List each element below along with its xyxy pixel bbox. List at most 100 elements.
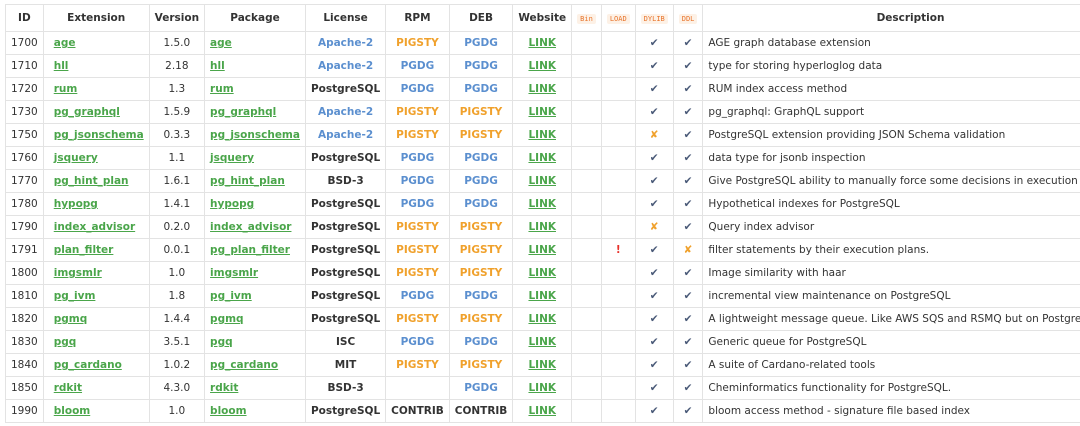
extension-cell[interactable]: pg_cardano	[42, 353, 150, 377]
package-cell[interactable]: rdkit	[204, 376, 306, 400]
table-row: 1720 rum 1.3 rum PostgreSQL PGDG PGDG LINK ✔ ✔ RUM…	[5, 77, 1080, 101]
deb-cell: PGDG	[448, 192, 514, 216]
column-header-text: Website	[518, 12, 567, 24]
description-cell: PostgreSQL extension providing JSON Sche…	[702, 123, 1080, 147]
ddl-cell: ✔	[672, 169, 704, 193]
bin-cell	[571, 146, 602, 170]
package-cell[interactable]: pg_graphql	[204, 100, 306, 124]
version-cell: 1.3	[148, 77, 206, 101]
license-cell: Apache-2	[304, 100, 387, 124]
extension-cell[interactable]: rdkit	[42, 376, 150, 400]
extension-cell[interactable]: rum	[42, 77, 150, 101]
column-header-text: DYLIB	[640, 14, 668, 24]
extension-cell[interactable]: pg_graphql	[42, 100, 150, 124]
license-cell: Apache-2	[304, 31, 387, 55]
extension-cell[interactable]: bloom	[42, 399, 150, 423]
table-row: 1750 pg_jsonschema 0.3.3 pg_jsonschema Apach…	[5, 123, 1080, 147]
website-cell[interactable]: LINK	[512, 353, 573, 377]
table-row: 1810 pg_ivm 1.8 pg_ivm PostgreSQL PGDG PGDG LIN…	[5, 284, 1080, 308]
version-cell: 1.8	[148, 284, 206, 308]
extension-cell[interactable]: age	[42, 31, 150, 55]
deb-cell: PGDG	[448, 376, 514, 400]
package-cell[interactable]: pgmq	[204, 307, 306, 331]
website-cell[interactable]: LINK	[512, 146, 573, 170]
version-cell: 0.0.1	[148, 238, 206, 262]
extension-cell[interactable]: imgsmlr	[42, 261, 150, 285]
extension-cell[interactable]: pg_jsonschema	[42, 123, 150, 147]
ddl-cell: ✔	[672, 330, 704, 354]
package-cell[interactable]: imgsmlr	[204, 261, 306, 285]
extension-cell[interactable]: jsquery	[42, 146, 150, 170]
website-cell[interactable]: LINK	[512, 399, 573, 423]
extension-cell[interactable]: hll	[42, 54, 150, 78]
package-cell[interactable]: pgq	[204, 330, 306, 354]
license-cell: PostgreSQL	[304, 238, 387, 262]
description-cell: Hypothetical indexes for PostgreSQL	[702, 192, 1080, 216]
package-cell[interactable]: pg_ivm	[204, 284, 306, 308]
column-header: Extension	[42, 4, 150, 32]
package-cell[interactable]: pg_plan_filter	[204, 238, 306, 262]
rpm-cell: PGDG	[385, 169, 450, 193]
website-cell[interactable]: LINK	[512, 31, 573, 55]
package-cell[interactable]: pg_hint_plan	[204, 169, 306, 193]
website-cell[interactable]: LINK	[512, 100, 573, 124]
ddl-cell: ✔	[672, 192, 704, 216]
column-header-text: Extension	[67, 12, 126, 24]
description-cell: AGE graph database extension	[702, 31, 1080, 55]
website-cell[interactable]: LINK	[512, 192, 573, 216]
deb-cell: CONTRIB	[448, 399, 514, 423]
website-cell[interactable]: LINK	[512, 330, 573, 354]
description-cell: Give PostgreSQL ability to manually forc…	[702, 169, 1080, 193]
package-cell[interactable]: hypopg	[204, 192, 306, 216]
rpm-cell: PIGSTY	[385, 31, 450, 55]
extension-cell[interactable]: index_advisor	[42, 215, 150, 239]
extension-cell[interactable]: pg_hint_plan	[42, 169, 150, 193]
bin-cell	[571, 353, 602, 377]
website-cell[interactable]: LINK	[512, 215, 573, 239]
rpm-cell: PIGSTY	[385, 100, 450, 124]
description-cell: A suite of Cardano-related tools	[702, 353, 1080, 377]
website-cell[interactable]: LINK	[512, 169, 573, 193]
website-cell[interactable]: LINK	[512, 261, 573, 285]
package-cell[interactable]: age	[204, 31, 306, 55]
extension-table: ID Extension Version Package License RPM DEB We…	[5, 4, 1080, 423]
package-cell[interactable]: hll	[204, 54, 306, 78]
extension-cell[interactable]: hypopg	[42, 192, 150, 216]
website-cell[interactable]: LINK	[512, 376, 573, 400]
bin-cell	[571, 261, 602, 285]
website-cell[interactable]: LINK	[512, 238, 573, 262]
dylib-cell: ✔	[634, 169, 674, 193]
column-header-text: Version	[154, 12, 200, 24]
extension-cell[interactable]: plan_filter	[42, 238, 150, 262]
extension-cell[interactable]: pg_ivm	[42, 284, 150, 308]
extension-cell[interactable]: pgq	[42, 330, 150, 354]
bin-cell	[571, 54, 602, 78]
column-header-text: RPM	[404, 12, 431, 24]
website-cell[interactable]: LINK	[512, 123, 573, 147]
package-cell[interactable]: pg_jsonschema	[204, 123, 306, 147]
extension-cell[interactable]: pgmq	[42, 307, 150, 331]
package-cell[interactable]: jsquery	[204, 146, 306, 170]
column-header-text: License	[323, 12, 368, 24]
package-cell[interactable]: bloom	[204, 399, 306, 423]
website-cell[interactable]: LINK	[512, 54, 573, 78]
website-cell[interactable]: LINK	[512, 77, 573, 101]
website-cell[interactable]: LINK	[512, 307, 573, 331]
ddl-cell: ✔	[672, 307, 704, 331]
column-header-text: DEB	[469, 12, 493, 24]
dylib-cell: ✔	[634, 54, 674, 78]
rpm-cell: PIGSTY	[385, 123, 450, 147]
description-cell: A lightweight message queue. Like AWS SQ…	[702, 307, 1080, 331]
rpm-cell: PGDG	[385, 146, 450, 170]
package-cell[interactable]: rum	[204, 77, 306, 101]
version-cell: 1.4.1	[148, 192, 206, 216]
license-cell: BSD-3	[304, 169, 387, 193]
website-cell[interactable]: LINK	[512, 284, 573, 308]
dylib-cell: ✔	[634, 330, 674, 354]
column-header: ID	[5, 4, 44, 32]
package-cell[interactable]: index_advisor	[204, 215, 306, 239]
table-row: 1790 index_advisor 0.2.0 index_advisor Postg…	[5, 215, 1080, 239]
description-cell: bloom access method - signature file bas…	[702, 399, 1080, 423]
deb-cell: PGDG	[448, 77, 514, 101]
package-cell[interactable]: pg_cardano	[204, 353, 306, 377]
